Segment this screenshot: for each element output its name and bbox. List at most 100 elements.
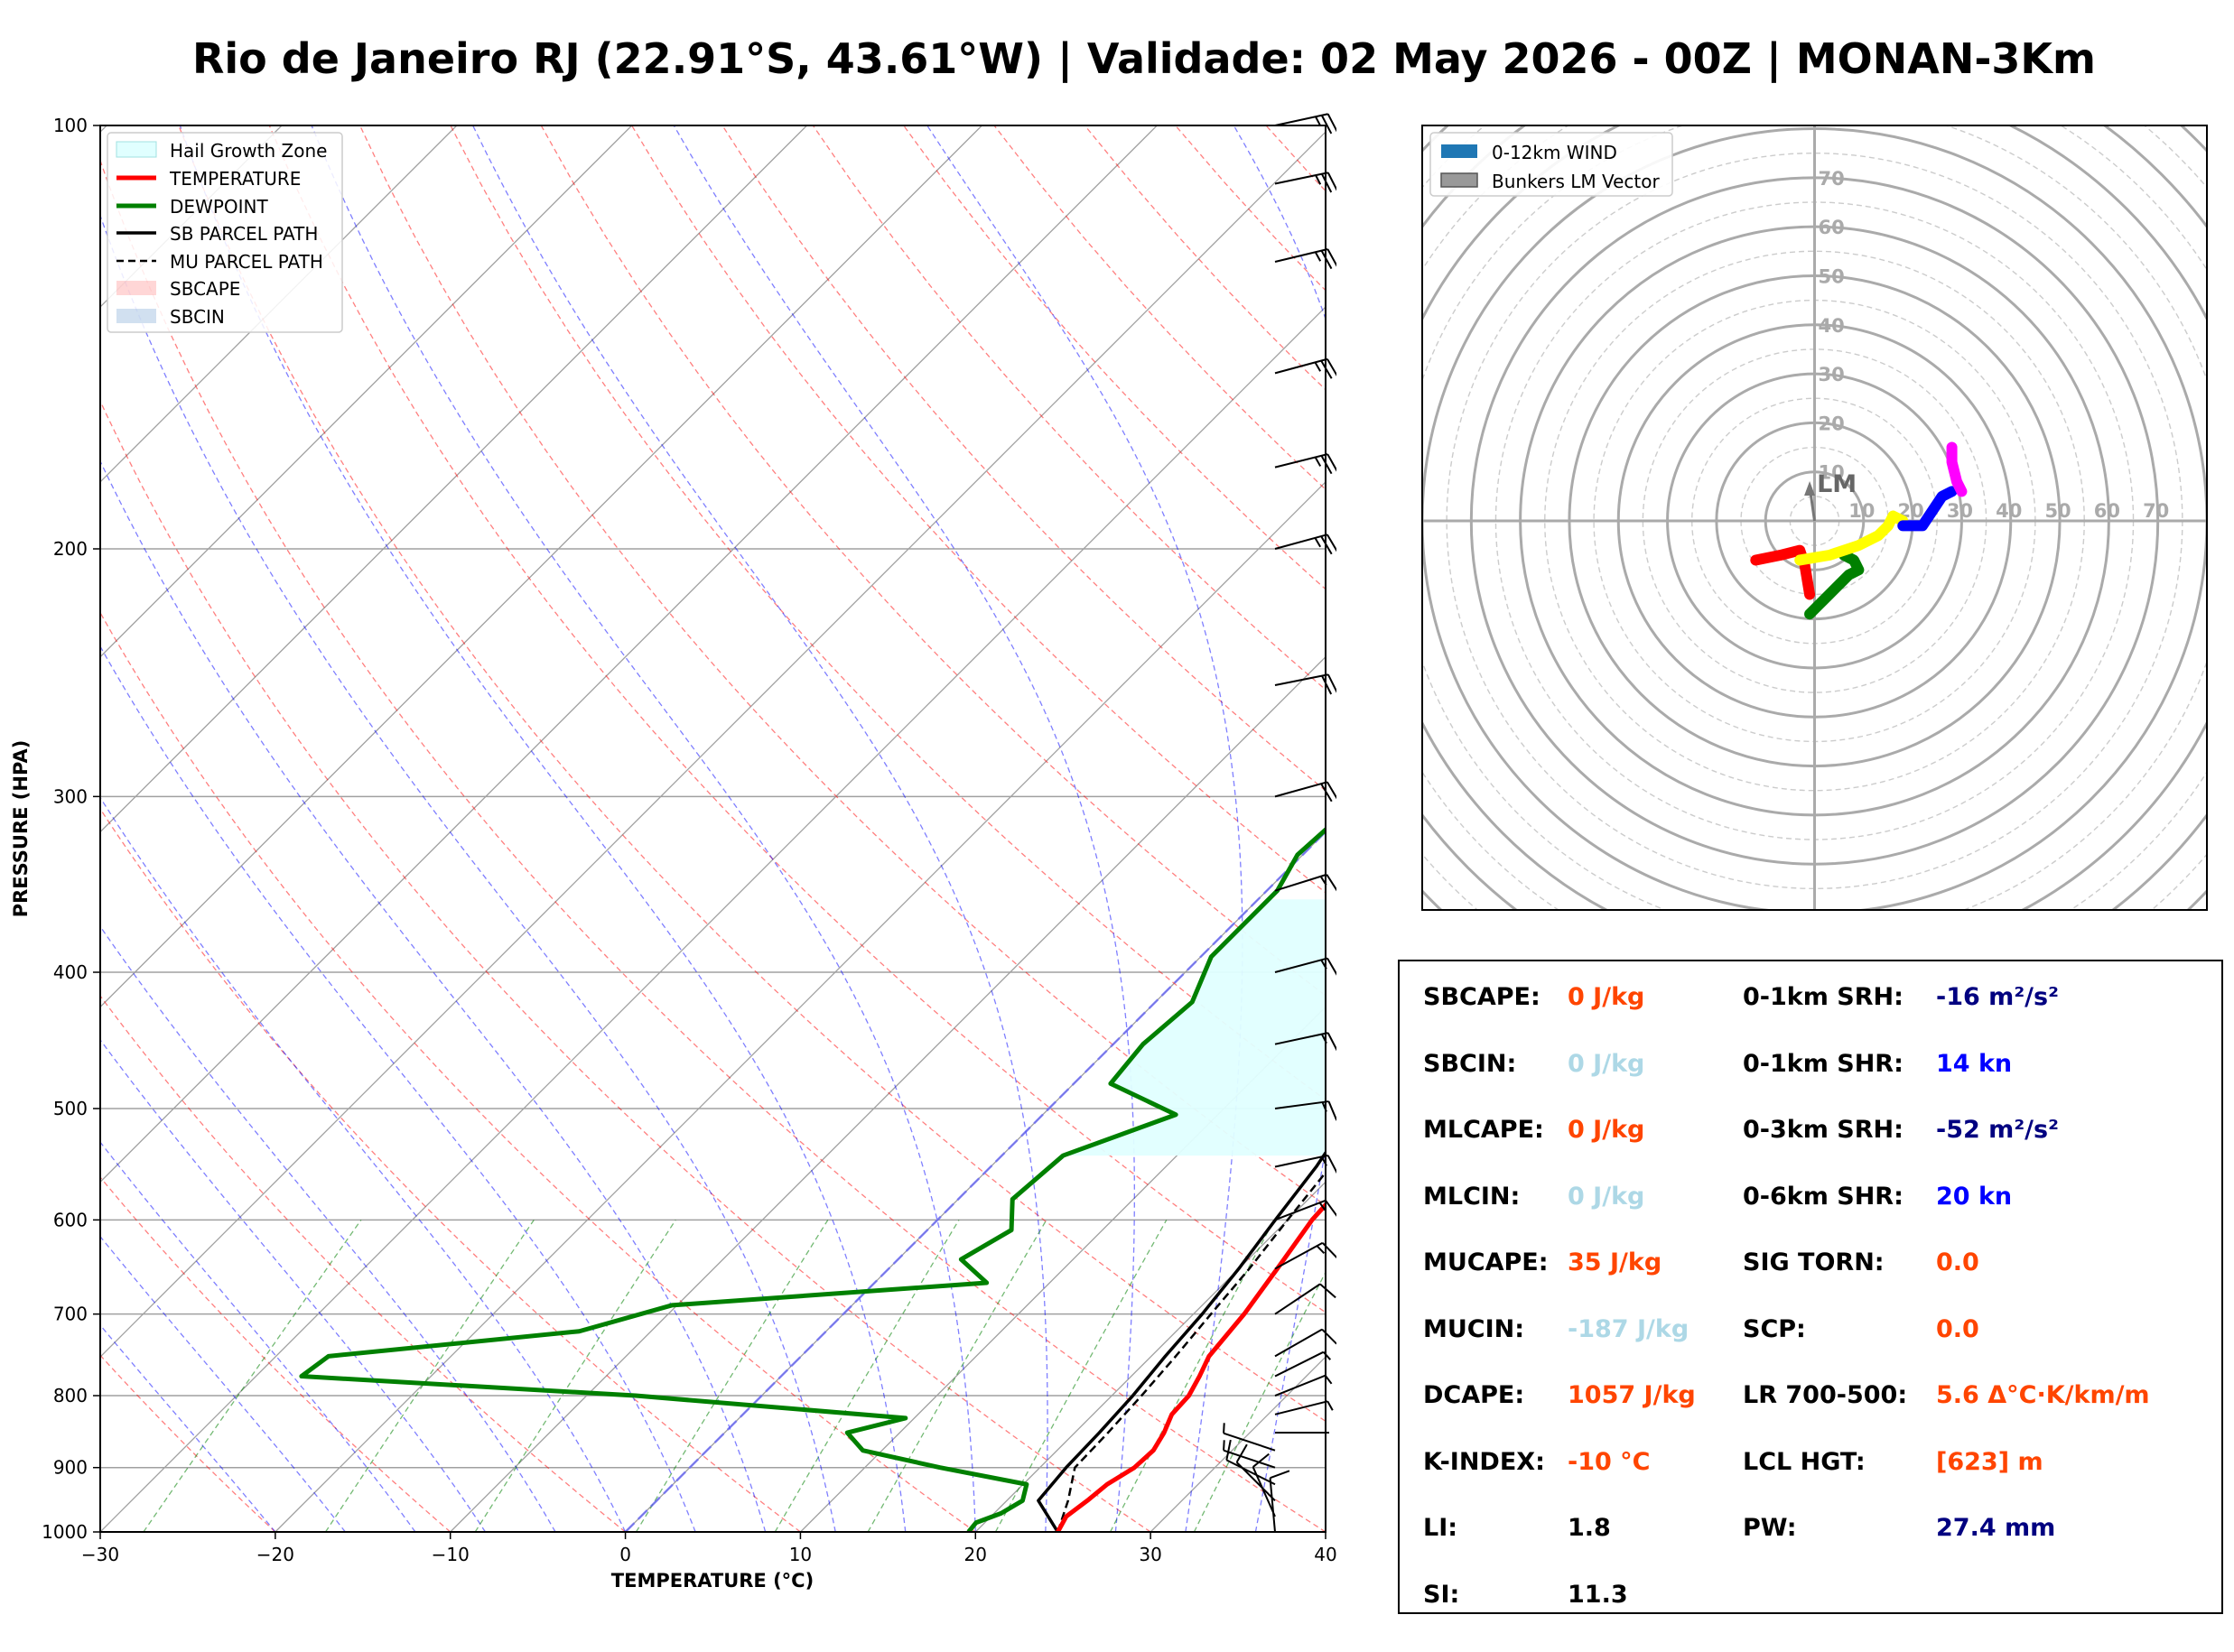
param-label: MUCIN:: [1423, 1314, 1525, 1343]
hodograph-wind-trace: [1750, 441, 1968, 620]
wind-barb-flag: [1326, 1155, 1336, 1174]
legend-item-bunkers-lm-vector: Bunkers LM Vector: [1492, 171, 1661, 192]
skew-t-series: [299, 826, 1326, 1532]
param-label: SBCAPE:: [1423, 983, 1541, 1011]
lm-vector-arrowhead: [1804, 480, 1816, 496]
hodograph-minor-ring: [1494, 201, 2135, 840]
hodograph-minor-ring: [1422, 125, 2207, 910]
dry-adiabat: [178, 125, 1326, 1423]
dry-adiabat: [359, 125, 1326, 1206]
hodograph-ring-label-horizontal: 60: [2094, 500, 2120, 522]
zero-degree-isotherm: [624, 830, 1326, 1532]
skew-t-axes: −30 −20 −10 0 10 20 30 40 100 200 300 400 500 600 700 8…: [42, 115, 1336, 1565]
isotherm-line: [100, 125, 633, 658]
wind-barb-half-flag: [1314, 537, 1322, 548]
skew-t-plot-frame: [99, 125, 1326, 1533]
hodograph-minor-ring: [1789, 496, 1840, 546]
y-tick-label: 1000: [42, 1521, 88, 1543]
hodograph-minor-ring: [1446, 152, 2183, 890]
wind-barb-staff: [1274, 1199, 1326, 1221]
wind-barb: [1274, 1283, 1336, 1315]
param-value: -52 m²/s²: [1936, 1116, 2059, 1144]
param-value: 11.3: [1568, 1580, 1628, 1609]
y-tick-label: 200: [53, 538, 88, 560]
hodograph-minor-ring: [1422, 125, 2207, 910]
isotherm-line: [799, 1006, 1326, 1532]
skew-t-legend: Hail Growth Zone TEMPERATURE DEWPOINT SB…: [107, 132, 343, 333]
param-value: 0.0: [1936, 1314, 1979, 1343]
wind-barb-staff: [1274, 1374, 1326, 1397]
hodograph-segment: [1804, 550, 1865, 620]
hodograph-minor-ring: [1422, 125, 2207, 910]
wind-barb: [1274, 248, 1336, 270]
mixing-ratio-line: [867, 1220, 1047, 1532]
legend-item-temperature: TEMPERATURE: [169, 168, 301, 190]
mixing-ratio-line: [143, 1219, 362, 1532]
hodograph-ring-label-vertical: 10: [1819, 462, 1845, 484]
dry-adiabat: [100, 399, 1151, 1532]
wind-barb: [1269, 1470, 1290, 1533]
moist-adiabat: [100, 1038, 487, 1532]
param-label: LI:: [1423, 1514, 1458, 1542]
wind-barb: [1274, 357, 1336, 379]
wind-barb-half-flag: [1316, 1245, 1326, 1255]
param-value: 27.4 mm: [1936, 1514, 2056, 1542]
hodograph-ring: [1422, 127, 2207, 910]
y-tick-label: 800: [53, 1385, 88, 1406]
wind-barb: [1274, 172, 1336, 193]
wind-barb-flag: [1326, 781, 1336, 800]
wind-barb-staff: [1274, 873, 1327, 892]
bunkers-lm-vector: LM: [1804, 470, 1857, 522]
isotherm-line: [100, 125, 458, 483]
hodograph-ring-label-vertical: 70: [1819, 168, 1845, 190]
wind-barb-flag: [1326, 958, 1336, 976]
wind-barb-flag: [1326, 113, 1336, 133]
y-tick-label: 700: [53, 1304, 88, 1325]
dry-adiabat: [812, 125, 1326, 691]
hodograph-ring-label-horizontal: 40: [1996, 500, 2022, 522]
wind-barb: [1223, 1423, 1276, 1452]
moist-adiabat: [100, 214, 836, 1532]
moist-adiabat: [100, 1141, 416, 1532]
param-value: 0 J/kg: [1568, 1116, 1645, 1144]
wind-barbs: [1223, 113, 1336, 1533]
param-value: 0.0: [1936, 1248, 1979, 1276]
temperature-line: [1056, 1202, 1326, 1532]
dry-adiabat: [631, 125, 1326, 894]
moist-adiabat: [926, 125, 1243, 1532]
hodograph-ring-label-vertical: 40: [1819, 315, 1845, 337]
wind-barb-flag: [1326, 534, 1336, 552]
moist-adiabat: [100, 796, 627, 1532]
moist-adiabat: [179, 125, 907, 1532]
wind-barb-flag: [1326, 358, 1336, 376]
hodograph-segment: [1794, 510, 1909, 566]
hodograph-minor-ring: [1593, 299, 2036, 743]
legend-item-mu-parcel-path: MU PARCEL PATH: [170, 251, 323, 273]
param-value: 20 kn: [1936, 1182, 2013, 1211]
x-axis-label: TEMPERATURE (°C): [611, 1570, 814, 1592]
wind-barb-half-flag: [1314, 457, 1322, 467]
param-value: 0 J/kg: [1568, 1182, 1645, 1211]
hodograph-ring: [1568, 274, 2062, 768]
wind-barb-flag: [1321, 1242, 1336, 1258]
dry-adiabat: [268, 125, 1326, 1313]
isotherm-line: [100, 125, 982, 1008]
wind-barb-flag: [1320, 115, 1333, 135]
dry-adiabat: [1084, 125, 1326, 391]
mixing-ratio-line: [1109, 1220, 1275, 1532]
isotherm-line: [100, 125, 1158, 1183]
x-tick-label: −10: [432, 1544, 470, 1565]
wind-barb-staff: [1274, 172, 1328, 185]
hodograph-ring-label-vertical: 50: [1819, 265, 1845, 287]
wind-barb-half-flag: [1314, 361, 1322, 372]
dry-adiabat: [450, 125, 1326, 1101]
dry-adiabat: [100, 807, 801, 1532]
wind-barb-flag: [1326, 1032, 1336, 1052]
param-label: SCP:: [1743, 1314, 1806, 1343]
wind-barb: [1274, 1328, 1336, 1358]
wind-barb-staff: [1274, 1350, 1325, 1378]
param-label: 0-1km SHR:: [1743, 1049, 1904, 1078]
wind-barb: [1225, 1439, 1276, 1486]
x-tick-label: −20: [256, 1544, 294, 1565]
